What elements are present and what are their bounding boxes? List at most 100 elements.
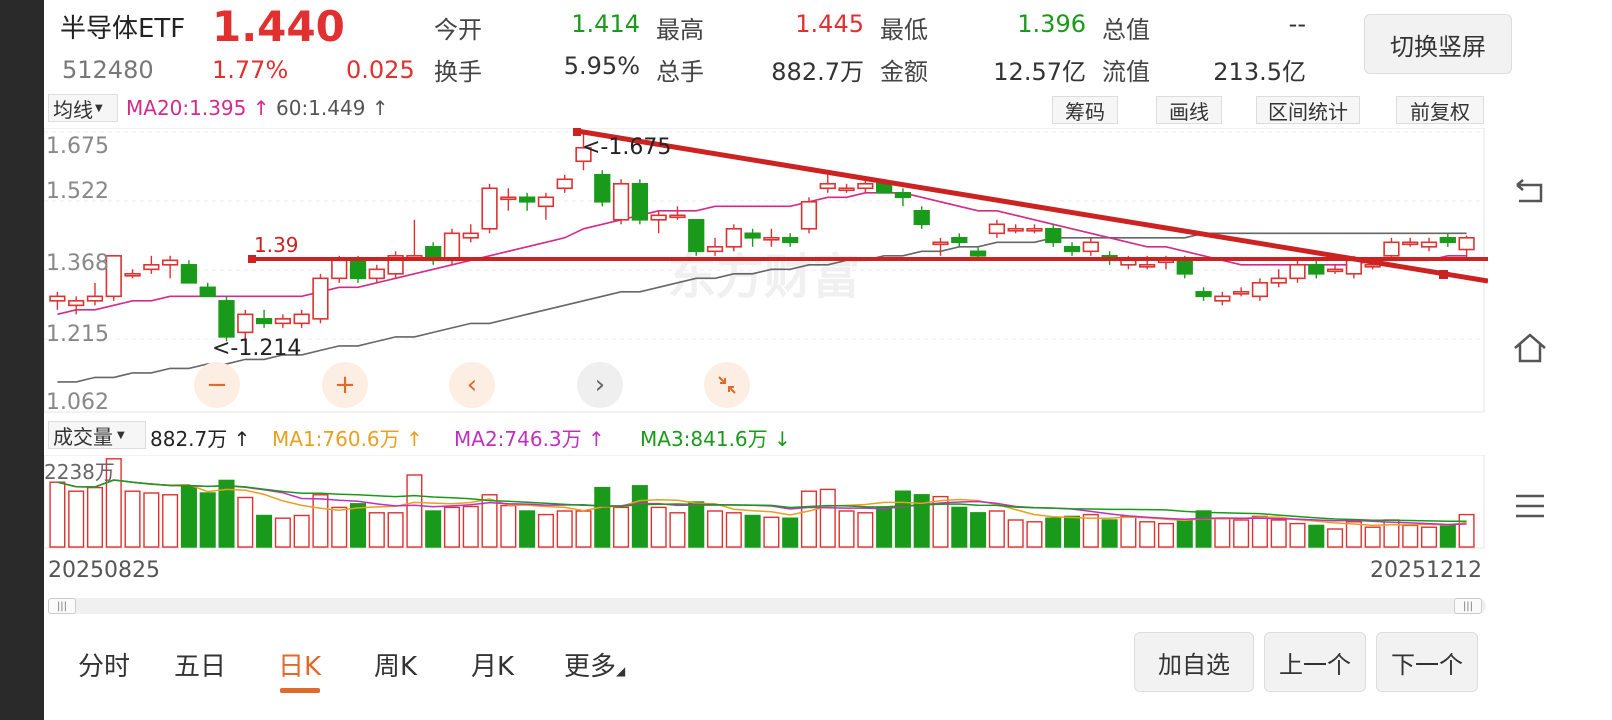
candle [368, 264, 385, 283]
volume-bar [1176, 519, 1193, 548]
volume-bar [349, 503, 367, 548]
candle [1326, 264, 1344, 274]
range-stats-button[interactable]: 区间统计 [1256, 96, 1360, 124]
candle [1233, 287, 1250, 297]
candle [49, 291, 66, 310]
trend-line[interactable] [576, 128, 1488, 284]
candle-body [500, 196, 517, 201]
candle [988, 219, 1005, 238]
reset-zoom-button[interactable] [704, 362, 750, 408]
candle [1402, 237, 1419, 247]
volume-bar [1233, 519, 1250, 548]
candle-body [1270, 277, 1287, 284]
candle-body [650, 214, 667, 221]
candle-body [744, 232, 761, 239]
plus-icon: + [334, 370, 356, 400]
candle-body [274, 318, 291, 325]
next-button[interactable]: 下一个 [1376, 632, 1478, 692]
last-price: 1.440 [212, 2, 345, 51]
candle [763, 228, 780, 247]
change-percent: 1.77% [212, 56, 289, 84]
volume-bar [913, 494, 930, 548]
previous-button[interactable]: 上一个 [1264, 632, 1366, 692]
home-icon [1514, 333, 1546, 363]
scroll-right-button[interactable]: › [577, 362, 623, 408]
volume-bar [462, 505, 479, 548]
tab-more-label: 更多 [564, 652, 617, 682]
trend-line-handle-start[interactable] [573, 128, 581, 136]
tab-intraday[interactable]: 分时 [78, 652, 131, 682]
y-tick-4: 1.215 [46, 322, 109, 347]
volume-bar [631, 485, 648, 548]
home-button[interactable] [1504, 328, 1556, 368]
volume-ma1: MA1:760.6万 ↑ [272, 427, 423, 451]
candle [1308, 260, 1325, 279]
stat-value-float-value: 213.5亿 [1213, 58, 1306, 86]
candle-body [1458, 237, 1475, 251]
candle-body [913, 209, 930, 226]
volume-indicator-select[interactable]: 成交量 ▼ [48, 421, 146, 449]
security-name: 半导体ETF [60, 14, 186, 44]
candle-body [612, 182, 630, 221]
min-price-label: <-1.214 [212, 336, 301, 361]
range-scrollbar[interactable] [48, 598, 1486, 614]
volume-chart[interactable]: 2238万 [44, 455, 1488, 550]
tab-five-day[interactable]: 五日 [174, 652, 227, 682]
collapse-icon [718, 376, 736, 394]
candle-body [49, 295, 66, 302]
candle-body [1082, 241, 1099, 253]
switch-portrait-button[interactable]: 切换竖屏 [1364, 14, 1512, 74]
candle [162, 255, 179, 279]
y-tick-2: 1.522 [46, 179, 109, 204]
stat-value-total-value: -- [1288, 10, 1306, 38]
candle-body [688, 218, 705, 253]
menu-button[interactable] [1504, 486, 1556, 526]
draw-line-button[interactable]: 画线 [1156, 96, 1222, 124]
zoom-in-button[interactable]: + [322, 362, 368, 408]
ma-select[interactable]: 均线 ▼ [48, 94, 118, 122]
candle-body [838, 187, 855, 192]
rotate-back-button[interactable] [1504, 172, 1556, 212]
range-handle-left[interactable]: ||| [48, 598, 76, 614]
kline-chart[interactable]: 东方财富 1.39 <-1.675 <-1.214 [44, 128, 1488, 414]
add-watchlist-button[interactable]: 加自选 [1134, 632, 1254, 692]
range-handle-right[interactable]: ||| [1454, 598, 1482, 614]
volume-bar [124, 490, 141, 548]
candle [1007, 224, 1024, 234]
trend-line-handle-end[interactable] [1439, 270, 1448, 279]
candle [425, 242, 442, 265]
stat-value-low: 1.396 [1017, 10, 1086, 38]
candle [744, 228, 761, 247]
tab-more[interactable]: 更多◢ [564, 646, 625, 683]
candle-body [331, 259, 348, 280]
candle-body [218, 300, 235, 338]
adjust-button[interactable]: 前复权 [1396, 96, 1484, 124]
y-tick-3: 1.368 [46, 251, 109, 276]
stat-label-float-value: 流值 [1102, 58, 1150, 86]
candle-body [706, 246, 724, 253]
zoom-out-button[interactable]: − [194, 362, 240, 408]
volume-bar [180, 485, 197, 548]
support-line-handle[interactable] [248, 255, 256, 263]
tab-daily-k[interactable]: 日K [278, 652, 322, 682]
candle-body [143, 264, 160, 271]
tab-monthly-k[interactable]: 月K [471, 652, 515, 682]
candle-body [105, 255, 122, 298]
volume-bar [387, 512, 404, 548]
chevron-right-icon: › [594, 370, 606, 400]
candle [1045, 224, 1062, 247]
volume-bar [763, 516, 780, 548]
candle-body [819, 182, 836, 190]
volume-bar [500, 504, 517, 548]
tab-weekly-k[interactable]: 周K [374, 652, 418, 682]
candle [86, 282, 104, 306]
candle-body [1233, 291, 1250, 295]
volume-bar [988, 510, 1005, 548]
candle-body [1176, 259, 1193, 275]
scroll-left-button[interactable]: ‹ [449, 362, 495, 408]
candle-body [1364, 264, 1381, 268]
minus-icon: − [206, 370, 228, 400]
candle-body [1007, 228, 1024, 232]
candle-body [1214, 295, 1231, 302]
chips-button[interactable]: 筹码 [1052, 96, 1118, 124]
